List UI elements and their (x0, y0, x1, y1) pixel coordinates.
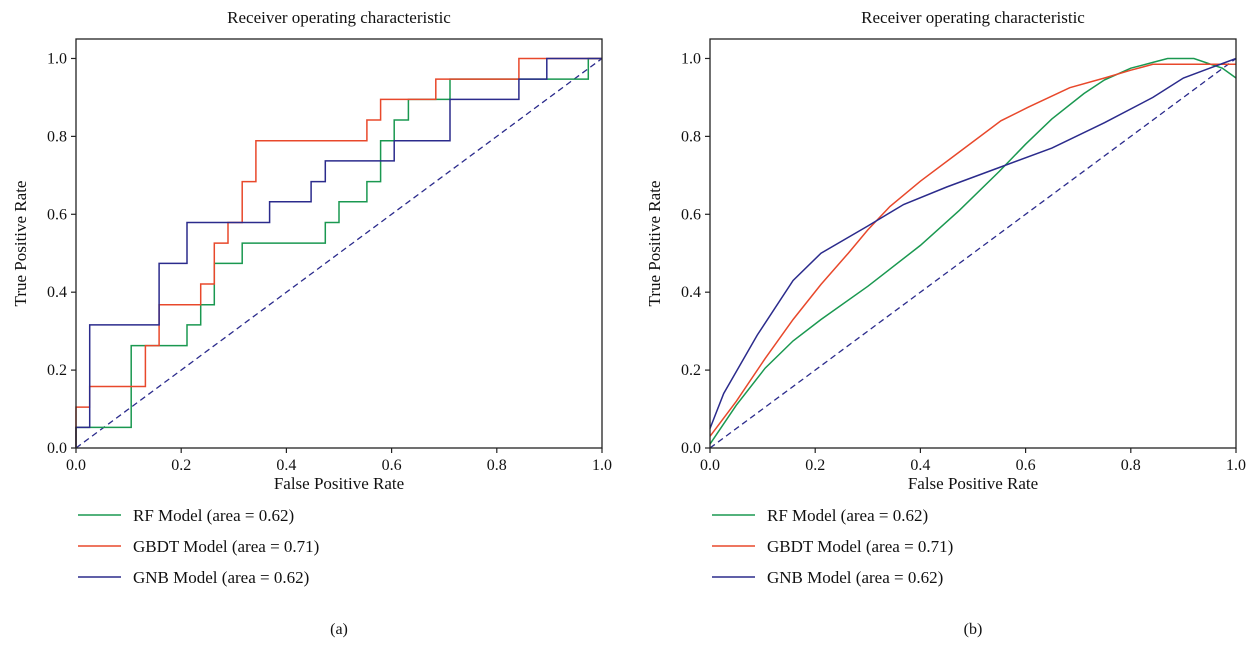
chart-panel-1: Receiver operating characteristic 0.0 0.2 0… (11, 8, 612, 638)
y-tick-label: 0.0 (681, 440, 701, 457)
y-tick-label: 0.8 (681, 128, 701, 145)
legend-label-1: RF Model (area = 0.62) (767, 506, 928, 525)
y-axis-label: True Positive Rate (645, 181, 664, 307)
y-tick-label: 1.0 (681, 50, 701, 67)
series-line-3 (709, 57, 1237, 429)
x-tick-label: 0.0 (66, 457, 86, 474)
x-tick-label: 1.0 (1226, 457, 1246, 474)
x-tick-label: 0.8 (487, 457, 507, 474)
series-line-3 (75, 57, 602, 448)
y-tick-label: 0.4 (47, 284, 67, 301)
y-tick-label: 1.0 (47, 50, 67, 67)
legend-label-2: GBDT Model (area = 0.71) (133, 537, 319, 556)
legend-label-3: GNB Model (area = 0.62) (133, 568, 309, 587)
y-tick-label: 0.6 (47, 206, 67, 223)
series-line-1 (75, 57, 602, 448)
series-line-2 (75, 57, 602, 448)
y-tick-label: 0.6 (681, 206, 701, 223)
y-tick-label: 0.2 (681, 362, 701, 379)
y-tick-label: 0.4 (681, 284, 701, 301)
series-line-2 (709, 63, 1236, 437)
legend: RF Model (area = 0.62) GBDT Model (area =… (78, 506, 319, 587)
legend-label-1: RF Model (area = 0.62) (133, 506, 294, 525)
x-tick-label: 1.0 (592, 457, 612, 474)
x-axis-label: False Positive Rate (274, 474, 404, 493)
x-tick-label: 0.2 (805, 457, 825, 474)
y-tick-label: 0.0 (47, 440, 67, 457)
plot-frame (75, 38, 603, 449)
legend-label-2: GBDT Model (area = 0.71) (767, 537, 953, 556)
x-tick-label: 0.4 (910, 457, 930, 474)
reference-diagonal-line (709, 57, 1237, 449)
x-axis-label: False Positive Rate (908, 474, 1038, 493)
x-tick-label: 0.2 (171, 457, 191, 474)
chart-panel-2: Receiver operating characteristic 0.0 0.2 0… (645, 8, 1246, 638)
panel-label: (b) (964, 621, 983, 638)
x-tick-label: 0.8 (1121, 457, 1141, 474)
x-tick-label: 0.4 (276, 457, 296, 474)
chart-title: Receiver operating characteristic (861, 8, 1085, 27)
x-tick-label: 0.6 (382, 457, 402, 474)
y-tick-label: 0.8 (47, 128, 67, 145)
x-tick-label: 0.0 (700, 457, 720, 474)
chart-title: Receiver operating characteristic (227, 8, 451, 27)
panel-label: (a) (330, 621, 348, 638)
series-line-1 (709, 57, 1237, 445)
legend-label-3: GNB Model (area = 0.62) (767, 568, 943, 587)
x-tick-label: 0.6 (1016, 457, 1036, 474)
y-axis-label: True Positive Rate (11, 181, 30, 307)
y-tick-label: 0.2 (47, 362, 67, 379)
legend: RF Model (area = 0.62) GBDT Model (area =… (712, 506, 953, 587)
reference-diagonal-line (75, 57, 603, 449)
plot-frame (709, 38, 1237, 449)
